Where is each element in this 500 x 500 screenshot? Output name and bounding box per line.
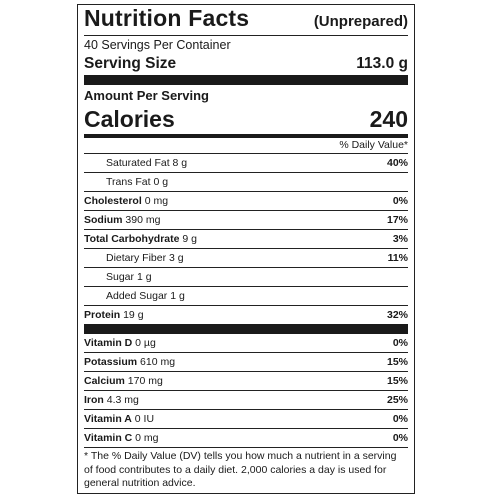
nutrient-name: Potassium [84, 356, 138, 368]
nutrient-daily-value: 17% [386, 214, 408, 226]
nutrient-name-amount: Added Sugar 1 g [84, 287, 185, 305]
nutrient-amount: 0 mg [144, 195, 169, 207]
divider [84, 35, 408, 36]
calories-value: 240 [369, 106, 408, 132]
nutrient-amount: 0 µg [135, 337, 156, 349]
nutrient-name-amount: Sodium 390 mg [84, 211, 160, 229]
nutrient-amount: 390 mg [125, 214, 161, 226]
nutrient-name-amount: Iron 4.3 mg [84, 391, 139, 409]
nutrient-amount: 3 g [169, 252, 184, 264]
nutrient-row: Protein 19 g 32% [84, 305, 408, 324]
nutrient-daily-value: 11% [387, 252, 408, 264]
nutrient-row: Vitamin A 0 IU 0% [84, 409, 408, 428]
nutrient-name: Protein [84, 309, 121, 321]
medium-divider [84, 134, 408, 138]
label-title: Nutrition Facts [84, 5, 250, 31]
nutrient-amount: 19 g [123, 309, 144, 321]
nutrient-name: Iron [84, 394, 104, 406]
nutrient-amount: 0 mg [135, 432, 159, 444]
nutrient-daily-value: 15% [386, 356, 408, 368]
nutrient-daily-value: 0% [392, 413, 408, 425]
calories-label: Calories [84, 106, 175, 132]
nutrient-name-amount: Vitamin A 0 IU [84, 410, 154, 428]
amount-per-serving: Amount Per Serving [84, 88, 209, 103]
nutrient-name: Cholesterol [84, 195, 142, 207]
nutrient-name: Vitamin D [84, 337, 133, 349]
vitamin-list: Vitamin D 0 µg 0% Potassium 610 mg 15% Calci… [84, 334, 408, 447]
nutrient-name-amount: Protein 19 g [84, 306, 144, 324]
nutrient-name-amount: Vitamin C 0 mg [84, 429, 159, 447]
nutrient-amount: 9 g [182, 233, 198, 245]
nutrient-row: Total Carbohydrate 9 g 3% [84, 229, 408, 248]
nutrient-name: Added Sugar [106, 290, 168, 302]
nutrient-name-amount: Sugar 1 g [84, 268, 152, 286]
nutrient-row: Potassium 610 mg 15% [84, 352, 408, 371]
nutrient-amount: 4.3 mg [106, 394, 139, 406]
nutrient-row: Calcium 170 mg 15% [84, 371, 408, 390]
nutrient-daily-value: 40% [386, 157, 408, 169]
serving-size-row: Serving Size 113.0 g [84, 53, 408, 75]
nutrient-amount: 1 g [170, 290, 185, 302]
nutrient-row: Saturated Fat 8 g 40% [84, 153, 408, 172]
nutrition-facts-label: Nutrition Facts (Unprepared) 40 Servings… [77, 4, 415, 494]
nutrient-name: Vitamin A [84, 413, 132, 425]
nutrient-name: Vitamin C [84, 432, 133, 444]
nutrient-name: Trans Fat [106, 176, 151, 188]
nutrient-row: Iron 4.3 mg 25% [84, 390, 408, 409]
nutrient-name-amount: Saturated Fat 8 g [84, 154, 187, 172]
thick-divider [84, 324, 408, 334]
nutrient-row: Sodium 390 mg 17% [84, 210, 408, 229]
nutrient-name: Calcium [84, 375, 125, 387]
nutrient-amount: 1 g [136, 271, 152, 283]
nutrient-daily-value: 15% [386, 375, 408, 387]
serving-size-label: Serving Size [84, 55, 177, 72]
footnote: * The % Daily Value (DV) tells you how m… [84, 447, 408, 491]
nutrient-row: Dietary Fiber 3 g 11% [84, 248, 408, 267]
nutrient-row: Trans Fat 0 g [84, 172, 408, 191]
nutrient-name-amount: Vitamin D 0 µg [84, 334, 156, 352]
nutrient-name-amount: Trans Fat 0 g [84, 173, 168, 191]
nutrient-row: Vitamin C 0 mg 0% [84, 428, 408, 447]
nutrient-name: Sodium [84, 214, 123, 226]
nutrient-name: Dietary Fiber [106, 252, 167, 264]
nutrient-amount: 8 g [172, 157, 188, 169]
nutrient-amount: 0 g [153, 176, 169, 188]
calories-row: Calories 240 [84, 104, 408, 134]
nutrient-name-amount: Potassium 610 mg [84, 353, 175, 371]
nutrient-amount: 0 IU [134, 413, 155, 425]
thick-divider [84, 75, 408, 85]
nutrient-name-amount: Cholesterol 0 mg [84, 192, 168, 210]
nutrient-amount: 170 mg [127, 375, 163, 387]
nutrient-row: Added Sugar 1 g [84, 286, 408, 305]
label-header: Nutrition Facts (Unprepared) [84, 5, 408, 35]
nutrient-name: Total Carbohydrate [84, 233, 180, 245]
nutrient-daily-value: 0% [392, 432, 408, 444]
label-subtitle: (Unprepared) [313, 13, 408, 30]
nutrient-amount: 610 mg [140, 356, 176, 368]
nutrient-name-amount: Dietary Fiber 3 g [84, 249, 184, 267]
nutrient-daily-value: 0% [392, 337, 408, 349]
nutrient-daily-value: 3% [392, 233, 408, 245]
nutrient-daily-value: 0% [392, 195, 408, 207]
nutrient-name-amount: Total Carbohydrate 9 g [84, 230, 197, 248]
nutrient-name-amount: Calcium 170 mg [84, 372, 163, 390]
nutrient-name: Sugar [106, 271, 135, 283]
nutrient-daily-value: 25% [386, 394, 408, 406]
nutrient-daily-value: 32% [386, 309, 408, 321]
servings-per-container: 40 Servings Per Container [84, 38, 231, 52]
nutrient-name: Saturated Fat [106, 157, 170, 169]
nutrient-row: Vitamin D 0 µg 0% [84, 334, 408, 352]
nutrient-row: Sugar 1 g [84, 267, 408, 286]
nutrient-list: Saturated Fat 8 g 40% Trans Fat 0 g Cholest… [84, 153, 408, 324]
nutrient-row: Cholesterol 0 mg 0% [84, 191, 408, 210]
serving-size-value: 113.0 g [356, 55, 408, 72]
daily-value-header: % Daily Value* [339, 139, 408, 151]
